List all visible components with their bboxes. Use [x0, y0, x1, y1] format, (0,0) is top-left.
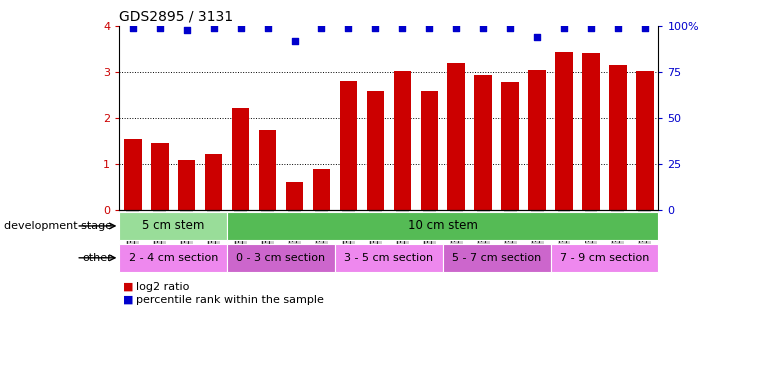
Point — [288, 38, 300, 44]
Text: 2 - 4 cm section: 2 - 4 cm section — [129, 253, 218, 263]
Point — [639, 25, 651, 31]
Bar — [340, 81, 357, 210]
Point — [126, 25, 139, 31]
Bar — [420, 91, 438, 210]
Bar — [119, 212, 227, 240]
Text: 5 - 7 cm section: 5 - 7 cm section — [452, 253, 541, 263]
Point — [180, 27, 192, 33]
Bar — [555, 51, 573, 210]
Point — [316, 25, 328, 31]
Text: 10 cm stem: 10 cm stem — [408, 219, 477, 232]
Text: other: other — [82, 253, 112, 263]
Bar — [443, 244, 551, 272]
Bar — [286, 182, 303, 210]
Point — [208, 25, 220, 31]
Text: log2 ratio: log2 ratio — [136, 282, 189, 292]
Point — [531, 34, 544, 40]
Bar — [124, 139, 142, 210]
Bar — [393, 71, 411, 210]
Text: development stage: development stage — [4, 221, 112, 231]
Bar — [227, 212, 658, 240]
Bar — [528, 70, 546, 210]
Bar — [551, 244, 658, 272]
Point — [261, 25, 274, 31]
Point — [450, 25, 462, 31]
Text: GDS2895 / 3131: GDS2895 / 3131 — [119, 10, 233, 24]
Text: 0 - 3 cm section: 0 - 3 cm section — [236, 253, 326, 263]
Point — [504, 25, 517, 31]
Text: ■: ■ — [123, 282, 134, 292]
Text: percentile rank within the sample: percentile rank within the sample — [136, 295, 324, 305]
Bar — [474, 75, 492, 210]
Point — [342, 25, 354, 31]
Bar — [227, 244, 335, 272]
Bar — [119, 244, 227, 272]
Bar — [178, 160, 196, 210]
Bar — [609, 65, 627, 210]
Bar — [313, 169, 330, 210]
Bar — [151, 143, 169, 210]
Bar — [367, 92, 384, 210]
Point — [370, 25, 382, 31]
Bar — [259, 130, 276, 210]
Point — [611, 25, 624, 31]
Point — [396, 25, 408, 31]
Bar — [582, 53, 600, 210]
Point — [234, 25, 246, 31]
Bar — [232, 108, 249, 210]
Bar — [636, 71, 654, 210]
Bar — [205, 154, 223, 210]
Point — [558, 25, 571, 31]
Bar — [447, 63, 465, 210]
Text: ■: ■ — [123, 295, 134, 305]
Bar — [335, 244, 443, 272]
Text: 3 - 5 cm section: 3 - 5 cm section — [344, 253, 434, 263]
Point — [424, 25, 436, 31]
Point — [585, 25, 598, 31]
Text: 5 cm stem: 5 cm stem — [142, 219, 205, 232]
Point — [153, 25, 166, 31]
Text: 7 - 9 cm section: 7 - 9 cm section — [560, 253, 649, 263]
Point — [477, 25, 490, 31]
Bar — [501, 82, 519, 210]
